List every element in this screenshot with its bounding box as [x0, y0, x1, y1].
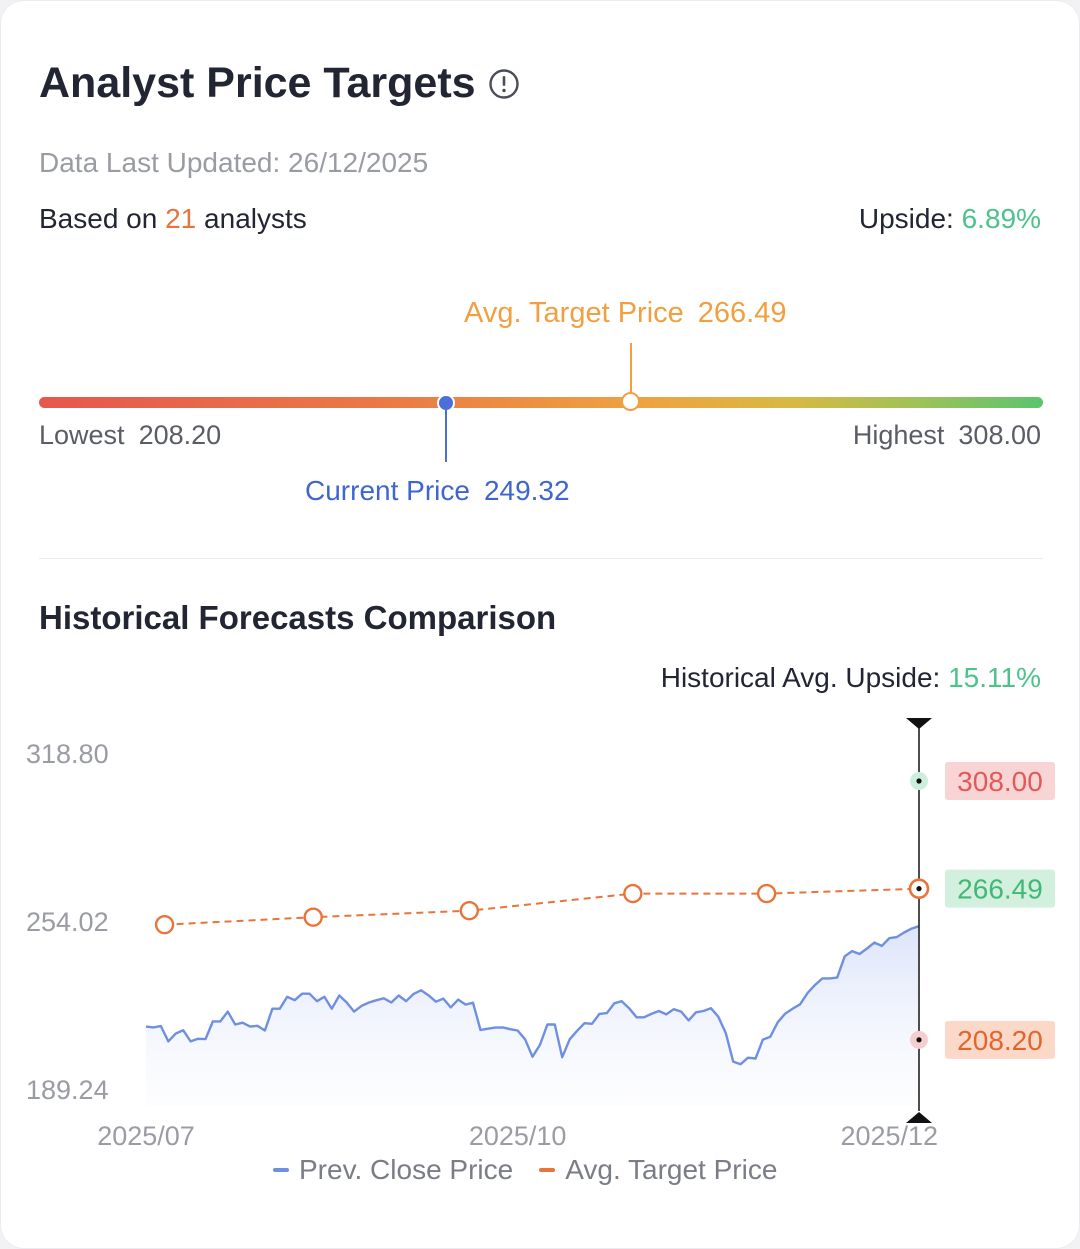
crosshair-bottom-arrow — [906, 1112, 932, 1123]
historical-section-title: Historical Forecasts Comparison — [39, 599, 557, 636]
crosshair-top-arrow — [906, 718, 932, 729]
y-tick-label: 254.02 — [26, 907, 109, 937]
section-divider — [39, 558, 1043, 559]
avg-target-stem — [630, 343, 632, 397]
current-price-label: Current Price 249.32 — [305, 475, 570, 507]
avg-target-point — [154, 914, 175, 935]
legend-swatch-avg-target — [539, 1168, 556, 1172]
legend-item-avg-target[interactable]: Avg. Target Price — [539, 1154, 777, 1186]
legend-item-prev-close[interactable]: Prev. Close Price — [273, 1154, 513, 1186]
avg-target-line — [164, 887, 920, 926]
highest-text: Highest — [852, 420, 945, 450]
latest-point-center — [916, 1037, 922, 1043]
based-on-prefix: Based on — [39, 203, 158, 234]
value-tag-label: 208.20 — [957, 1025, 1043, 1056]
avg-target-price-label: Avg. Target Price 266.49 — [464, 297, 786, 330]
x-tick-label: 2025/12 — [840, 1121, 938, 1151]
avg-target-text: Avg. Target Price — [464, 297, 684, 329]
historical-upside-value: 15.11% — [948, 662, 1041, 693]
avg-target-marker — [621, 392, 640, 411]
legend-swatch-prev-close — [273, 1168, 289, 1172]
prev-close-area — [146, 926, 919, 1106]
current-price-text: Current Price — [305, 475, 470, 506]
legend-label-avg-target: Avg. Target Price — [565, 1154, 778, 1185]
latest-point-center — [916, 886, 922, 892]
value-tag-bg — [945, 869, 1055, 908]
current-price-stem — [445, 410, 447, 462]
info-circle-icon[interactable] — [489, 69, 519, 99]
upside-label: Upside: — [858, 203, 954, 234]
price-range-bar — [39, 397, 1043, 408]
latest-point-center — [916, 778, 922, 784]
value-tag-label: 266.49 — [957, 874, 1043, 905]
y-tick-label: 318.80 — [26, 739, 109, 769]
lowest-text: Lowest — [39, 420, 125, 450]
legend-label-prev-close: Prev. Close Price — [299, 1154, 514, 1185]
x-tick-label: 2025/07 — [97, 1121, 195, 1151]
x-tick-label: 2025/10 — [469, 1121, 567, 1151]
avg-target-point — [756, 883, 777, 904]
historical-forecasts-chart[interactable]: 318.80 254.02 189.24 2025/07 2025/10 2025/12 3… — [1, 706, 1080, 1196]
avg-target-value: 266.49 — [697, 297, 787, 329]
analyst-count: 21 — [165, 203, 197, 234]
current-price-value: 249.32 — [483, 475, 570, 506]
lowest-target-label: Lowest 208.20 — [39, 420, 221, 451]
avg-target-point — [303, 907, 323, 927]
page-title: Analyst Price Targets — [39, 59, 476, 107]
value-tag-bg — [945, 762, 1055, 801]
value-tag-bg — [945, 1020, 1055, 1059]
last-updated-text: Data Last Updated: 26/12/2025 — [39, 147, 429, 178]
historical-upside-label: Historical Avg. Upside: — [660, 662, 941, 693]
lowest-value: 208.20 — [138, 420, 222, 450]
avg-target-point — [623, 883, 643, 904]
y-tick-label: 189.24 — [26, 1075, 109, 1105]
upside-value: 6.89% — [961, 203, 1041, 234]
upside-summary: Upside: 6.89% — [859, 203, 1041, 235]
avg-target-point — [459, 900, 480, 921]
analyst-count-text: Based on 21 analysts — [39, 203, 307, 235]
historical-avg-upside: Historical Avg. Upside: 15.11% — [661, 662, 1041, 694]
value-tag-label: 308.00 — [957, 766, 1043, 797]
based-on-suffix: analysts — [204, 203, 307, 234]
prev-close-line — [145, 925, 920, 1066]
highest-value: 308.00 — [958, 420, 1041, 450]
highest-target-label: Highest 308.00 — [853, 420, 1041, 451]
chart-legend: Prev. Close Price Avg. Target Price — [273, 1154, 777, 1186]
